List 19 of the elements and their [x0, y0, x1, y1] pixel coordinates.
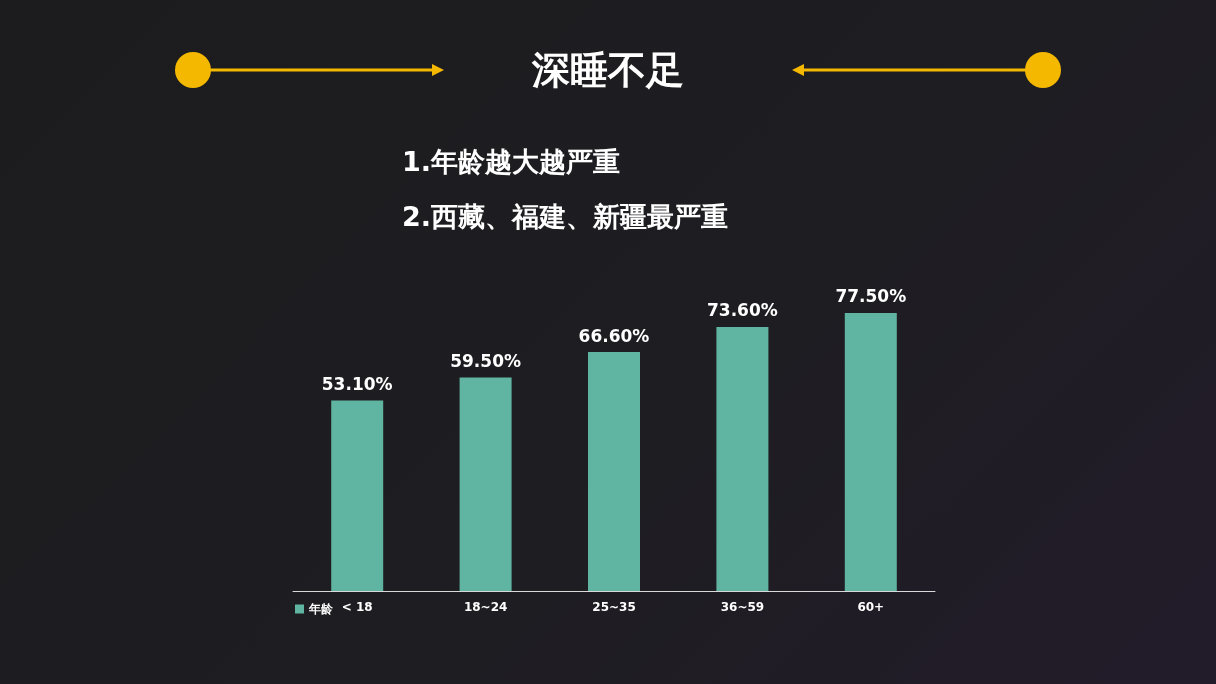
bar	[459, 377, 512, 591]
data-label: 77.50%	[835, 286, 907, 307]
x-tick-label: 25~35	[592, 600, 636, 614]
data-label: 59.50%	[450, 351, 522, 372]
x-tick-label: < 18	[341, 600, 373, 614]
bar	[716, 326, 769, 591]
chart-title: 深睡不足	[531, 48, 684, 92]
x-tick-label: 18~24	[463, 600, 508, 614]
data-label: 73.60%	[706, 300, 778, 321]
bar	[331, 400, 384, 591]
text: 2.西藏、福建、新疆最严重	[402, 201, 729, 232]
x-tick-label: 36~59	[720, 600, 765, 614]
x-tick-label: 60+	[857, 600, 885, 614]
bar	[588, 352, 640, 591]
legend-label: 年龄	[308, 602, 334, 616]
text: 1.年龄越大越严重	[402, 146, 621, 177]
data-label: 53.10%	[321, 374, 393, 394]
bar	[844, 312, 897, 591]
data-label: 66.60%	[578, 325, 650, 346]
